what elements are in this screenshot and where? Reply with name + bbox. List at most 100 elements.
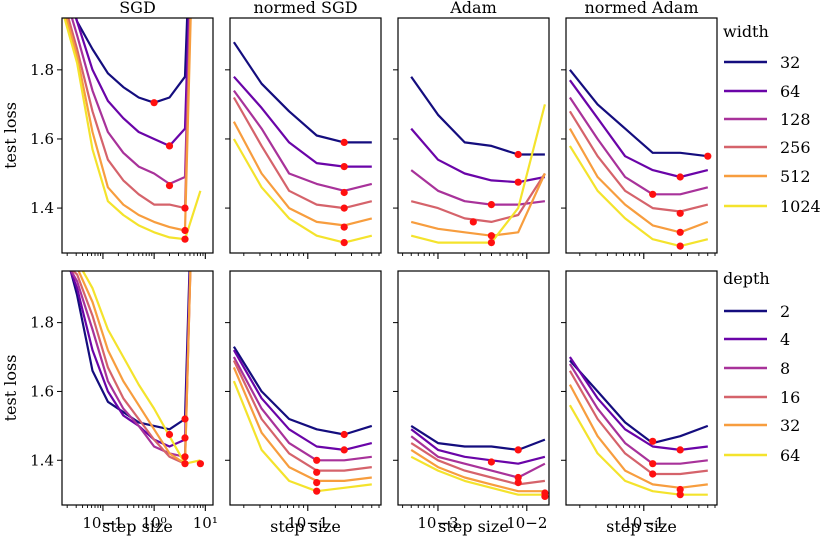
- best-marker-8: [514, 473, 522, 482]
- axes-frame: [61, 270, 214, 506]
- y-tick-label: 1.4: [30, 199, 54, 217]
- axes-frame: [565, 270, 718, 506]
- best-marker-32: [313, 479, 321, 487]
- x-axis-label: step size: [438, 517, 509, 536]
- series-line-32: [232, 366, 372, 482]
- best-marker-1024: [487, 239, 495, 247]
- series-line-4: [410, 428, 546, 465]
- axes-frame: [61, 17, 214, 254]
- legend-label: 32: [780, 53, 800, 72]
- axes-frame: [229, 17, 382, 254]
- best-marker-64: [340, 163, 348, 171]
- best-marker-16: [514, 479, 522, 487]
- series-line-16: [410, 442, 546, 486]
- best-marker-512: [487, 232, 495, 240]
- series-line-16: [232, 360, 372, 472]
- series-line-8: [232, 356, 372, 462]
- series-line-512: [65, 18, 192, 232]
- x-tick-label: 10−1: [623, 514, 664, 532]
- legend-width: width 32 64 128 256 512 1024: [723, 22, 821, 216]
- best-marker-4: [340, 446, 348, 454]
- series-line-256: [67, 18, 192, 210]
- best-marker-64: [541, 492, 549, 500]
- best-marker-32: [676, 485, 684, 494]
- best-marker-64: [676, 491, 684, 499]
- series-line-2: [69, 271, 191, 431]
- best-marker-4: [487, 458, 495, 466]
- series-line-16: [71, 271, 192, 465]
- series-line-64: [568, 404, 708, 496]
- best-marker-32: [150, 99, 158, 107]
- y-tick-label: 1.6: [30, 382, 54, 400]
- x-tick-label: 10−2: [506, 514, 547, 532]
- x-axis-label: step size: [270, 517, 341, 536]
- y-tick-label: 1.4: [30, 451, 54, 469]
- series-line-64: [410, 455, 545, 496]
- series-line-512: [232, 121, 373, 227]
- panel-width-adam: Adam: [393, 0, 550, 259]
- axes-frame: [397, 17, 550, 254]
- x-tick-label: 10¹: [193, 514, 218, 532]
- best-marker-128: [340, 188, 348, 197]
- best-marker-32: [165, 430, 174, 439]
- y-tick-label: 1.8: [30, 61, 54, 79]
- best-marker-8: [313, 456, 321, 464]
- series-line-64: [81, 271, 201, 465]
- series-line-1024: [63, 18, 202, 241]
- best-marker-256: [181, 204, 189, 212]
- series-line-32: [77, 271, 192, 465]
- x-tick-label: 10−1: [287, 514, 328, 532]
- series-line-512: [568, 128, 709, 234]
- best-marker-8: [649, 460, 657, 468]
- panel-depth-sgd: 1.4 1.6 1.8 10−1 10⁰ 10¹ step size test loss: [1, 270, 218, 536]
- y-tick-label: 1.8: [30, 314, 54, 332]
- series-line-64: [410, 127, 546, 184]
- series-line-128: [568, 96, 709, 196]
- series-line-4: [568, 356, 708, 451]
- axes-frame: [229, 270, 382, 506]
- best-marker-16: [649, 470, 657, 478]
- legend-label: 512: [780, 167, 811, 186]
- best-marker-256: [469, 218, 477, 226]
- legend-label: 16: [780, 388, 800, 407]
- y-axis-label: test loss: [1, 355, 20, 422]
- series-line-256: [568, 110, 709, 213]
- legend-title: width: [723, 22, 769, 41]
- series-line-4: [69, 271, 192, 448]
- series-line-128: [410, 169, 546, 206]
- series-line-256: [232, 96, 373, 210]
- series-line-64: [233, 75, 372, 168]
- series-line-8: [568, 363, 708, 465]
- best-marker-64: [196, 460, 204, 468]
- axes-frame: [565, 17, 718, 254]
- series-line-32: [74, 18, 189, 104]
- series-line-64: [232, 380, 372, 493]
- series-line-32: [568, 384, 708, 489]
- series-line-2: [569, 359, 709, 445]
- best-marker-2: [514, 446, 522, 454]
- panel-title: normed SGD: [253, 0, 357, 17]
- best-marker-512: [340, 223, 348, 231]
- series-line-8: [410, 435, 546, 479]
- legend-label: 64: [780, 82, 800, 101]
- series-line-64: [74, 18, 190, 147]
- series-line-1024: [232, 138, 373, 244]
- best-marker-32: [514, 150, 522, 159]
- legend-label: 2: [780, 302, 790, 321]
- series-line-2: [410, 424, 546, 451]
- best-marker-16: [181, 460, 189, 468]
- best-marker-64: [165, 142, 174, 150]
- best-marker-32: [340, 138, 348, 146]
- best-marker-64: [514, 178, 522, 186]
- best-marker-128: [165, 182, 174, 190]
- best-marker-128: [487, 201, 495, 209]
- best-marker-4: [181, 434, 189, 442]
- panel-title: SGD: [119, 0, 156, 17]
- series-line-16: [568, 370, 708, 476]
- series-line-4: [232, 349, 373, 451]
- legend-title: depth: [723, 269, 770, 288]
- series-line-32: [232, 41, 372, 144]
- best-marker-1024: [676, 242, 684, 250]
